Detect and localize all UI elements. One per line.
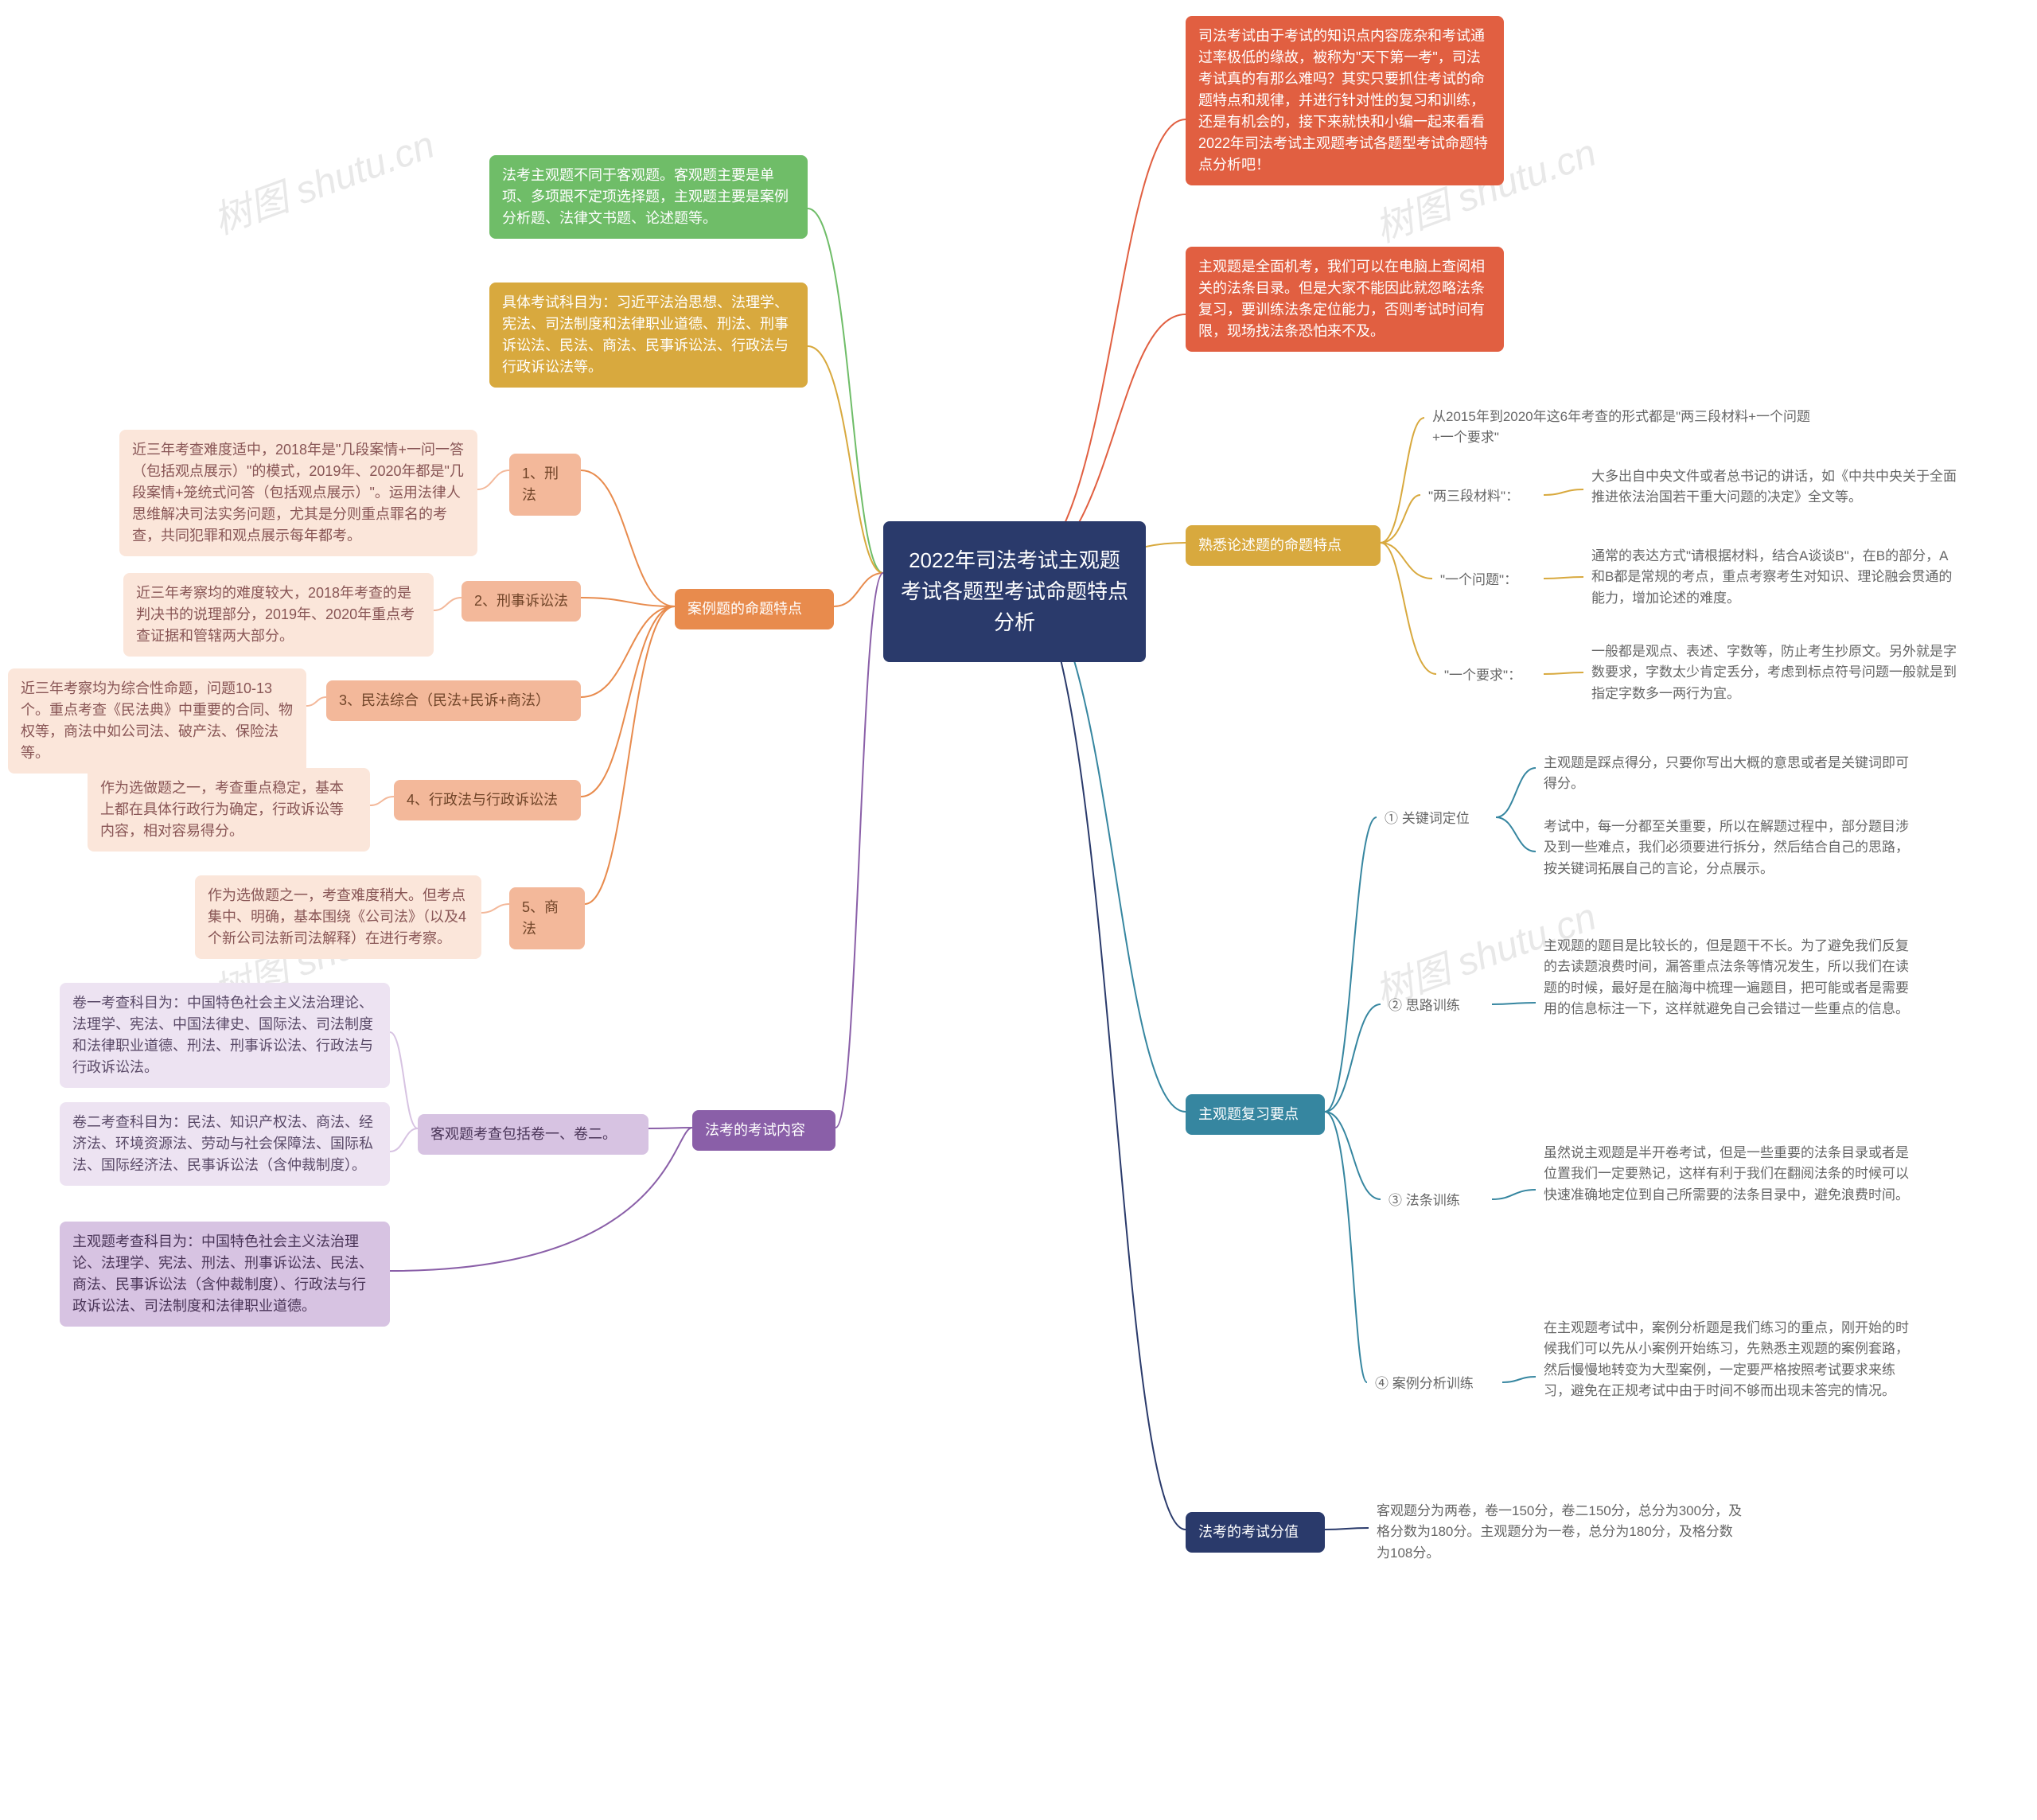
node-ls3d: 通常的表达方式"请根据材料，结合A谈谈B"，在B的部分，A和B都是常规的考点，重…	[1583, 541, 1965, 614]
connector	[581, 598, 675, 606]
node-c3: 3、民法综合（民法+民诉+商法）	[326, 680, 581, 721]
node-c4d: 作为选做题之一，考查重点稳定，基本上都在具体行政行为确定，行政诉讼等内容，相对容…	[88, 768, 370, 852]
node-content: 法考的考试内容	[692, 1110, 835, 1151]
connector	[1544, 672, 1583, 674]
connector	[1381, 495, 1420, 543]
node-left1: 法考主观题不同于客观题。客观题主要是单项、多项跟不定项选择题，主观题主要是案例分…	[489, 155, 808, 239]
node-ls3: "一个问题"：	[1432, 565, 1544, 595]
node-ct1: 客观题考查包括卷一、卷二。	[418, 1114, 648, 1155]
connector	[581, 606, 675, 797]
node-c2d: 近三年考察均的难度较大，2018年考查的是判决书的说理部分，2019年、2020…	[123, 573, 434, 657]
connector	[808, 209, 883, 573]
connector	[477, 470, 509, 489]
connector	[434, 598, 462, 610]
node-fx1: ① 关键词定位	[1377, 804, 1496, 834]
connector	[1502, 1377, 1536, 1382]
connector	[585, 606, 675, 904]
node-intro1: 司法考试由于考试的知识点内容庞杂和考试通过率极低的缘故，被称为"天下第一考"，司…	[1186, 16, 1504, 185]
node-ls4: "一个要求"：	[1436, 661, 1544, 691]
node-fx4d: 在主观题考试中，案例分析题是我们练习的重点，刚开始的时候我们可以先从小案例开始练…	[1536, 1313, 1926, 1406]
node-c3d: 近三年考察均为综合性命题，问题10-13个。重点考查《民法典》中重要的合同、物权…	[8, 668, 306, 774]
connector	[1496, 768, 1536, 817]
node-fx2d: 主观题的题目是比较长的，但是题干不长。为了避免我们反复的去读题浪费时间，漏答重点…	[1536, 931, 1926, 1024]
node-scd: 客观题分为两卷，卷一150分，卷二150分，总分为300分，及格分数为180分。…	[1369, 1496, 1751, 1569]
connector	[1325, 1004, 1381, 1112]
node-c2: 2、刑事诉讼法	[462, 581, 581, 622]
connector	[834, 573, 883, 606]
connector	[1381, 418, 1424, 543]
connector	[1325, 1528, 1369, 1530]
node-score: 法考的考试分值	[1186, 1512, 1325, 1553]
node-ct1b: 卷二考查科目为：民法、知识产权法、商法、经济法、环境资源法、劳动与社会保障法、国…	[60, 1102, 390, 1186]
connector	[1325, 1112, 1381, 1199]
connector	[1544, 489, 1583, 495]
center-node: 2022年司法考试主观题考试各题型考试命题特点分析	[883, 521, 1146, 662]
watermark: 树图 shutu.cn	[204, 113, 441, 244]
node-left2: 具体考试科目为：习近平法治思想、法理学、宪法、司法制度和法律职业道德、刑法、刑事…	[489, 283, 808, 388]
connector	[1381, 543, 1432, 579]
connector	[481, 904, 509, 913]
node-fuxi: 主观题复习要点	[1186, 1094, 1325, 1135]
connector	[1015, 119, 1186, 573]
node-ls1: 从2015年到2020年这6年考查的形式都是"两三段材料+一个问题+一个要求"	[1424, 402, 1834, 454]
node-fx2: ② 思路训练	[1381, 991, 1492, 1021]
connector	[1544, 577, 1583, 579]
node-c5: 5、商法	[509, 887, 585, 949]
connector	[1492, 1003, 1536, 1004]
connector	[581, 606, 675, 697]
connector	[1492, 1190, 1536, 1199]
node-fx1b: 考试中，每一分都至关重要，所以在解题过程中，部分题目涉及到一些难点，我们必须要进…	[1536, 812, 1926, 884]
connector	[390, 1128, 418, 1152]
connector	[370, 797, 394, 805]
connector	[390, 1032, 418, 1128]
node-fx3: ③ 法条训练	[1381, 1186, 1492, 1216]
node-lunshu: 熟悉论述题的命题特点	[1186, 525, 1381, 566]
node-fx1a: 主观题是踩点得分，只要你写出大概的意思或者是关键词即可得分。	[1536, 748, 1926, 800]
node-ct2: 主观题考查科目为：中国特色社会主义法治理论、法理学、宪法、刑法、刑事诉讼法、民法…	[60, 1222, 390, 1327]
node-c1: 1、刑法	[509, 454, 581, 516]
node-fx4: ④ 案例分析训练	[1367, 1369, 1502, 1399]
connector	[1015, 573, 1186, 1530]
node-c1d: 近三年考查难度适中，2018年是"几段案情+一问一答（包括观点展示）"的模式，2…	[119, 430, 477, 556]
connector	[1381, 543, 1436, 674]
node-intro2: 主观题是全面机考，我们可以在电脑上查阅相关的法条目录。但是大家不能因此就忽略法条…	[1186, 247, 1504, 352]
connector	[835, 573, 883, 1128]
connector	[1496, 817, 1536, 852]
node-ct1a: 卷一考查科目为：中国特色社会主义法治理论、法理学、宪法、中国法律史、国际法、司法…	[60, 983, 390, 1088]
node-c4: 4、行政法与行政诉讼法	[394, 780, 581, 820]
node-ls4d: 一般都是观点、表述、字数等，防止考生抄原文。另外就是字数要求，字数太少肯定丢分，…	[1583, 637, 1965, 709]
connector	[306, 697, 326, 706]
connector	[808, 346, 883, 573]
node-case: 案例题的命题特点	[675, 589, 834, 629]
node-ls2: "两三段材料"：	[1420, 481, 1544, 512]
node-c5d: 作为选做题之一，考查难度稍大。但考点集中、明确，基本围绕《公司法》（以及4个新公…	[195, 875, 481, 959]
connector	[1325, 1112, 1367, 1382]
node-fx3d: 虽然说主观题是半开卷考试，但是一些重要的法条目录或者是位置我们一定要熟记，这样有…	[1536, 1138, 1926, 1210]
node-ls2d: 大多出自中央文件或者总书记的讲话，如《中共中央关于全面推进依法治国若干重大问题的…	[1583, 462, 1965, 513]
connector	[1325, 817, 1377, 1112]
connector	[581, 470, 675, 606]
